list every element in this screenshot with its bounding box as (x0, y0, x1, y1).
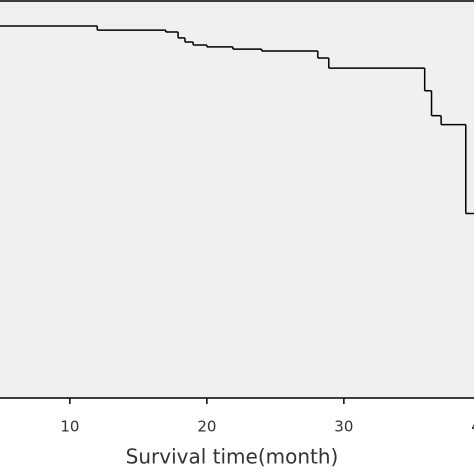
x-tick-label: 10 (60, 418, 79, 436)
x-tick-label: 40 (471, 418, 474, 436)
x-tick-label: 30 (334, 418, 353, 436)
plot-background (0, 0, 474, 398)
curve (0, 25, 474, 215)
x-tick-label: 20 (197, 418, 216, 436)
x-axis-label: Survival time(month) (126, 445, 339, 469)
